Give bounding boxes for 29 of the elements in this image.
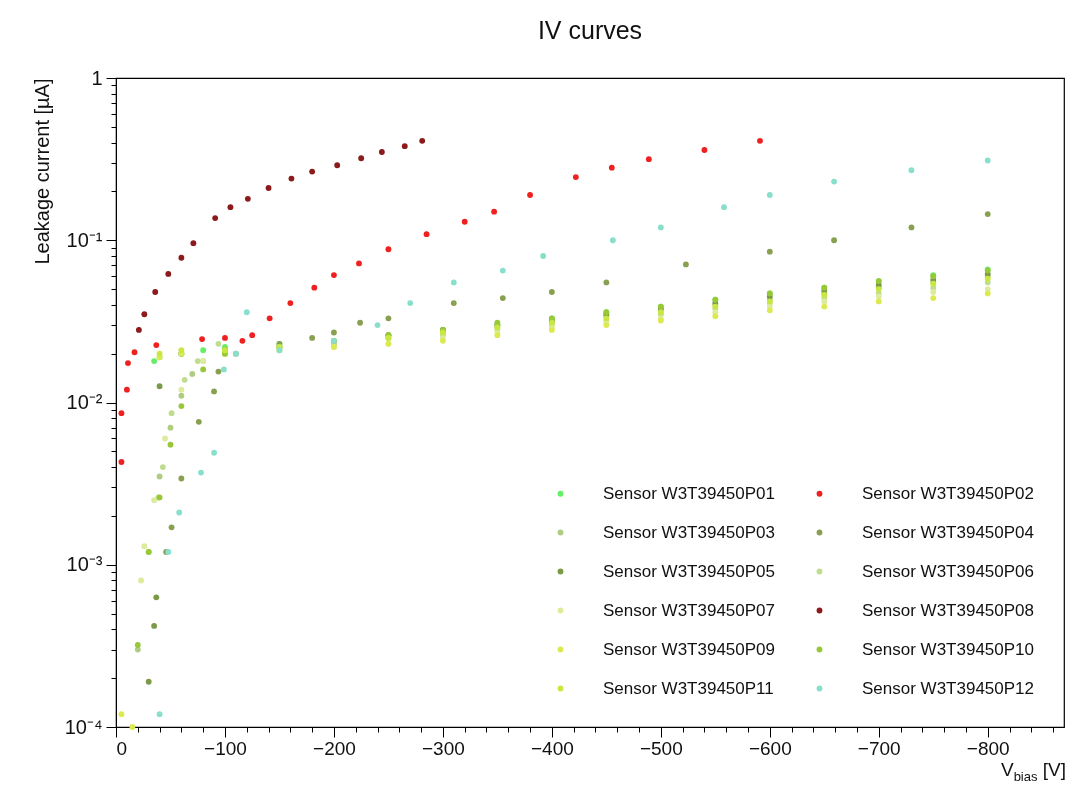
- legend-label: Sensor W3T39450P02: [862, 483, 1034, 503]
- x-tick-label: −400: [530, 737, 574, 759]
- legend-label: Sensor W3T39450P07: [603, 600, 775, 620]
- y-tick-label: 1: [91, 66, 103, 89]
- x-tick-label: −700: [857, 737, 901, 759]
- legend-label: Sensor W3T39450P09: [603, 639, 775, 659]
- y-tick-label: 10⁻¹: [66, 228, 103, 251]
- x-axis-title: V$_{bias}$ [V]: [1000, 759, 1066, 784]
- y-tick-label: 10⁻⁴: [64, 715, 103, 738]
- x-tick-label: −300: [422, 737, 465, 759]
- x-tick-label: −800: [966, 737, 1010, 759]
- chart-title: IV curves: [537, 16, 643, 44]
- x-tick-label: 0: [116, 737, 128, 759]
- legend-label: Sensor W3T39450P01: [603, 483, 775, 503]
- x-tick-label: −600: [748, 737, 792, 759]
- x-tick-label: −500: [639, 737, 683, 759]
- legend-label: Sensor W3T39450P03: [603, 522, 775, 542]
- x-tick-label: −200: [313, 737, 356, 759]
- legend-label: Sensor W3T39450P12: [862, 678, 1034, 698]
- legend-label: Sensor W3T39450P06: [862, 561, 1034, 581]
- legend-label: Sensor W3T39450P05: [603, 561, 775, 581]
- y-tick-label: 10⁻²: [66, 391, 103, 413]
- legend-label: Sensor W3T39450P11: [603, 678, 774, 698]
- x-tick-label: −100: [204, 737, 247, 759]
- legend-label: Sensor W3T39450P08: [862, 600, 1034, 620]
- y-axis-title: Leakage current [µA]: [30, 78, 53, 265]
- legend-label: Sensor W3T39450P10: [862, 639, 1034, 659]
- legend-label: Sensor W3T39450P04: [862, 522, 1034, 542]
- y-tick-label: 10⁻³: [66, 553, 103, 576]
